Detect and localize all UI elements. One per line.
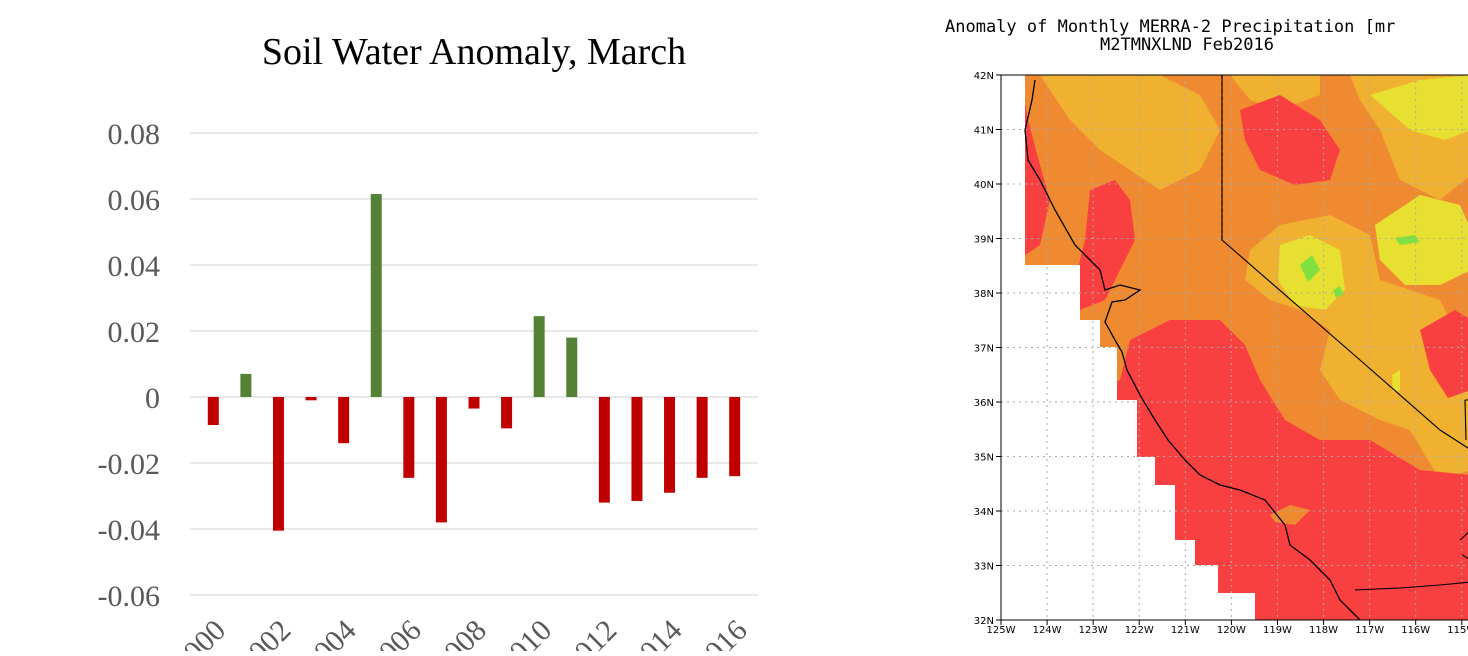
map-lon-label: 123W xyxy=(1079,625,1108,636)
light-orange-region-top xyxy=(1230,75,1320,110)
bar-2005 xyxy=(370,194,382,397)
coastline xyxy=(1024,79,1361,620)
red-region-east-edge xyxy=(1420,310,1468,398)
bar-2004 xyxy=(338,397,350,444)
ocean-mask xyxy=(1001,75,1255,620)
x-tick-label: 2014 xyxy=(623,614,689,651)
red-region-bay xyxy=(1075,180,1135,310)
red-region-nevada xyxy=(1240,95,1340,185)
y-tick-label: 0.08 xyxy=(108,118,161,151)
y-tick-label: -0.04 xyxy=(98,514,161,547)
x-tick-label: 2006 xyxy=(362,614,428,651)
y-tick-label: -0.06 xyxy=(98,580,161,613)
bar-2008 xyxy=(468,397,480,409)
bar-2003 xyxy=(305,397,317,401)
x-tick-label: 2004 xyxy=(297,614,363,651)
x-tick-label: 2016 xyxy=(688,614,754,651)
y-tick-label: 0 xyxy=(145,382,160,415)
orange-patch-south xyxy=(1270,505,1310,525)
y-tick-label: 0.04 xyxy=(108,250,161,283)
map-grid xyxy=(1001,75,1468,620)
bar-2009 xyxy=(501,397,513,429)
map-title: Anomaly of Monthly MERRA-2 Precipitation… xyxy=(945,17,1396,37)
bar-2013 xyxy=(631,397,643,501)
map-lon-label: 121W xyxy=(1171,625,1200,636)
bar-2012 xyxy=(598,397,610,503)
green-spot-2 xyxy=(1333,286,1344,298)
map-lat-label: 32N xyxy=(974,616,994,627)
map-lon-label: 119W xyxy=(1263,625,1292,636)
bar-2001 xyxy=(240,373,252,397)
x-tick-label: 2000 xyxy=(166,614,232,651)
map-lon-label: 125W xyxy=(987,625,1016,636)
bar-2010 xyxy=(533,316,545,397)
yellow-region-ne xyxy=(1370,75,1468,140)
ca-nv-border xyxy=(1221,75,1468,449)
precipitation-anomaly-map: Anomaly of Monthly MERRA-2 Precipitation… xyxy=(900,0,1468,651)
map-lat-label: 33N xyxy=(974,562,994,573)
map-subtitle: M2TMNXLND Feb2016 xyxy=(1100,35,1274,55)
bar-2015 xyxy=(696,397,708,478)
chart-title: Soil Water Anomaly, March xyxy=(261,31,687,73)
bar-2000 xyxy=(207,397,219,426)
map-lat-label: 38N xyxy=(974,289,994,300)
map-lat-label: 37N xyxy=(974,344,994,355)
y-tick-label: 0.06 xyxy=(108,184,161,217)
map-lat-label: 40N xyxy=(974,180,994,191)
y-tick-label: 0.02 xyxy=(108,316,161,349)
map-lat-label: 41N xyxy=(974,126,994,137)
bar-2007 xyxy=(435,397,447,523)
yellow-spot xyxy=(1392,370,1400,392)
bar-2006 xyxy=(403,397,415,478)
map-lat-label: 42N xyxy=(974,71,994,82)
mexico-border xyxy=(1354,581,1468,591)
bar-2014 xyxy=(664,397,676,493)
x-tick-label: 2012 xyxy=(558,614,624,651)
green-spot-3 xyxy=(1395,235,1420,245)
map-longitude-ticks: 125W 124W 123W 122W 121W 120W 119W 118W 117W 116W… xyxy=(987,620,1468,636)
map-latitude-ticks: 42N 41N 40N 39N 38N 37N 36N 35N 34N 33N 32N xyxy=(974,71,1001,627)
map-lon-label: 117W xyxy=(1355,625,1384,636)
map-lon-label: 116W xyxy=(1401,625,1430,636)
bar-2011 xyxy=(566,337,578,397)
map-lat-label: 36N xyxy=(974,398,994,409)
map-lon-label: 120W xyxy=(1217,625,1246,636)
green-spot-1 xyxy=(1300,255,1320,282)
x-tick-label: 2008 xyxy=(427,614,493,651)
map-fill-layers xyxy=(1001,75,1468,620)
map-lon-label: 124W xyxy=(1033,625,1062,636)
yellow-region-east xyxy=(1375,195,1468,285)
soil-water-bar-chart: Soil Water Anomaly, March 0.08 0.06 0.04 0.… xyxy=(98,31,758,656)
map-lat-label: 39N xyxy=(974,235,994,246)
bar-2002 xyxy=(272,397,284,531)
map-lon-label: 122W xyxy=(1125,625,1154,636)
x-tick-label: 2010 xyxy=(492,614,558,651)
light-orange-region-north xyxy=(1040,75,1220,190)
x-tick-label: 2002 xyxy=(232,614,298,651)
y-tick-label: -0.02 xyxy=(98,448,161,481)
river-border xyxy=(1459,399,1468,559)
map-lat-label: 34N xyxy=(974,507,994,518)
map-lon-label: 115W xyxy=(1447,625,1468,636)
map-lat-label: 35N xyxy=(974,453,994,464)
map-lon-label: 118W xyxy=(1309,625,1338,636)
bar-2016 xyxy=(729,397,741,477)
